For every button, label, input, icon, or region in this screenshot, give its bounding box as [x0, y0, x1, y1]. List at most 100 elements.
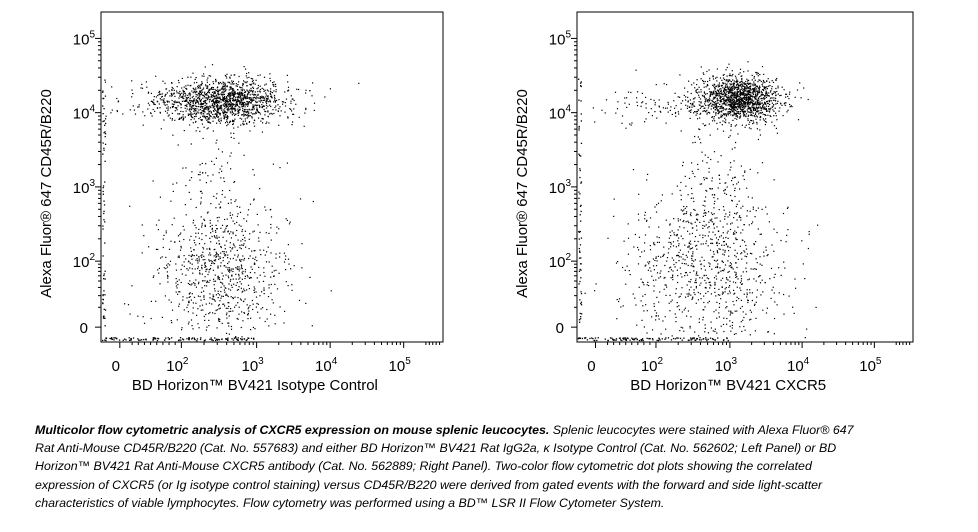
data-point	[208, 247, 211, 249]
data-point	[226, 98, 228, 100]
data-point	[212, 83, 215, 85]
data-point	[250, 90, 252, 92]
data-point	[203, 218, 205, 220]
data-point	[168, 338, 171, 340]
data-point	[750, 98, 752, 100]
data-point	[730, 92, 732, 94]
data-point	[252, 231, 254, 233]
data-point	[252, 83, 254, 85]
data-point	[750, 119, 752, 122]
data-point	[732, 281, 735, 283]
data-point	[718, 90, 720, 92]
data-point	[700, 102, 702, 104]
data-point	[233, 94, 235, 96]
data-point	[258, 100, 260, 102]
data-point	[259, 113, 261, 115]
data-point	[758, 113, 760, 115]
data-point	[184, 116, 186, 118]
data-point	[202, 309, 204, 311]
data-point	[232, 119, 234, 121]
data-point	[700, 268, 702, 270]
data-point	[246, 220, 248, 222]
data-point	[244, 277, 246, 280]
data-point	[222, 97, 224, 99]
data-point	[765, 246, 767, 248]
data-point	[203, 75, 205, 77]
data-point	[761, 208, 763, 210]
data-point	[268, 284, 270, 286]
data-point	[241, 339, 243, 341]
data-point	[252, 326, 254, 329]
data-point	[772, 286, 774, 288]
data-point	[767, 103, 769, 105]
data-point	[756, 123, 758, 125]
data-point	[166, 264, 168, 266]
data-point	[226, 121, 229, 123]
data-point	[724, 251, 726, 253]
data-point	[159, 98, 161, 100]
data-point	[737, 103, 739, 105]
data-point	[207, 273, 209, 276]
data-point	[734, 95, 736, 97]
data-point	[737, 133, 739, 135]
data-point	[189, 292, 191, 294]
data-point	[257, 93, 259, 95]
data-point	[241, 92, 243, 94]
data-point	[688, 292, 690, 294]
data-point	[213, 95, 215, 97]
data-point	[208, 269, 210, 271]
data-point	[675, 316, 677, 318]
data-point	[723, 254, 725, 256]
data-point	[776, 132, 778, 134]
data-point	[685, 272, 687, 274]
data-point	[224, 229, 226, 231]
data-point	[270, 283, 272, 286]
data-point	[756, 115, 758, 117]
data-point	[733, 100, 735, 102]
data-point	[103, 278, 105, 280]
data-point	[664, 284, 666, 286]
data-point	[275, 105, 277, 107]
data-point	[195, 236, 197, 238]
data-point	[769, 111, 771, 113]
data-point	[758, 87, 760, 89]
data-point	[255, 256, 257, 258]
data-point	[220, 93, 222, 95]
data-point	[747, 80, 749, 82]
data-point	[729, 112, 731, 114]
data-point	[712, 120, 714, 122]
data-point	[157, 337, 159, 340]
data-point	[104, 81, 107, 83]
data-point	[701, 105, 703, 107]
data-point	[626, 97, 628, 99]
data-point	[205, 270, 207, 272]
data-point	[725, 213, 727, 215]
data-point	[707, 332, 709, 334]
data-point	[755, 90, 757, 92]
data-point	[230, 95, 232, 97]
data-point	[230, 105, 232, 108]
data-point	[677, 281, 679, 284]
data-point	[268, 122, 270, 124]
data-point	[747, 61, 749, 63]
data-point	[212, 269, 214, 271]
data-point	[267, 111, 269, 113]
data-point	[704, 225, 706, 227]
data-point	[747, 299, 749, 302]
data-point	[258, 266, 260, 268]
data-point	[301, 243, 303, 245]
data-point	[727, 114, 729, 116]
data-point	[725, 301, 727, 303]
data-point	[117, 101, 119, 103]
data-point	[204, 91, 206, 93]
data-point	[711, 268, 713, 270]
data-point	[212, 107, 214, 109]
data-point	[222, 89, 224, 91]
data-point	[253, 96, 255, 98]
data-point	[725, 277, 728, 279]
data-point	[713, 87, 716, 89]
data-point	[727, 293, 729, 295]
data-point	[752, 104, 754, 106]
data-point	[736, 238, 738, 241]
